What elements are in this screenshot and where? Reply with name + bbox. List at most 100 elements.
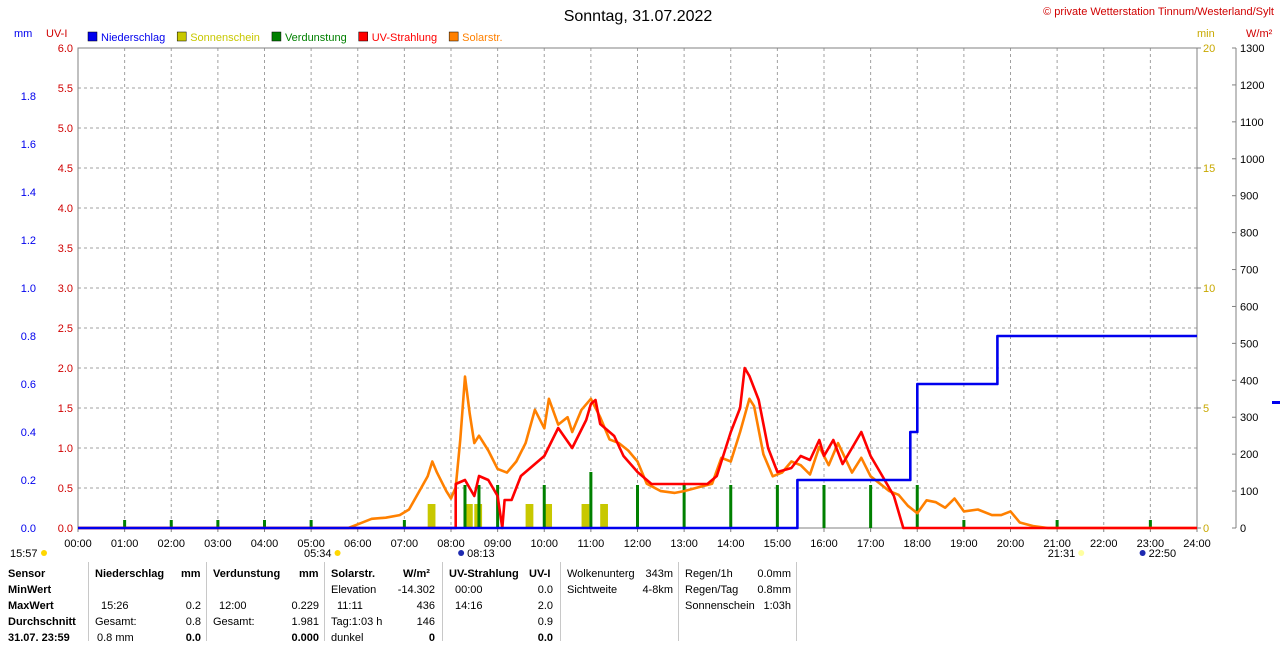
uv-tick-label: 0.5	[58, 483, 73, 495]
x-tick-label: 07:00	[391, 538, 419, 550]
evaporation-bar	[169, 520, 173, 528]
stats-verdunstung-column: Verdunstung mm 12:00 0.229 Gesamt: 1.981…	[206, 562, 325, 644]
evaporation-bar	[636, 485, 639, 528]
evaporation-bar	[309, 520, 313, 528]
x-tick-label: 23:00	[1137, 538, 1165, 550]
legend-label: UV-Strahlung	[372, 32, 437, 44]
unit-mm: mm	[14, 28, 32, 40]
verdunstung-max-time: 12:00	[219, 600, 247, 612]
min-tick-label: 10	[1203, 283, 1215, 295]
time-marker-label: 08:13	[467, 548, 495, 560]
unit-uv: UV-I	[46, 28, 67, 40]
uv-tick-label: 6.0	[58, 43, 73, 55]
marker-dot-icon	[458, 550, 465, 556]
legend-label: Solarstr.	[462, 32, 502, 44]
cloud-base-value: 343m	[645, 568, 673, 580]
legend-label: Verdunstung	[285, 32, 347, 44]
stats-uv-column: UV-Strahlung UV-I 00:00 0.0 14:16 2.0 0.…	[442, 562, 561, 644]
x-tick-label: 20:00	[997, 538, 1025, 550]
mm-tick-label: 1.2	[21, 235, 36, 247]
stats-avg-label: Durchschnitt	[8, 616, 76, 628]
marker-dot-icon	[1078, 550, 1085, 556]
uv-tick-label: 3.0	[58, 283, 73, 295]
moon-icon	[41, 550, 47, 556]
evaporation-bar	[682, 485, 686, 528]
mm-tick-label: 0.2	[21, 475, 36, 487]
rain-day-label: Regen/Tag	[685, 584, 739, 596]
min-tick-label: 5	[1203, 403, 1209, 415]
x-tick-label: 10:00	[530, 538, 558, 550]
niederschlag-total-label: Gesamt:	[95, 616, 137, 628]
x-tick-label: 02:00	[157, 538, 185, 550]
time-marker-label: 05:34	[304, 548, 332, 560]
min-tick-label: 0	[1203, 523, 1209, 535]
verdunstung-header: Verdunstung	[213, 568, 281, 580]
mm-tick-label: 0.0	[21, 523, 36, 535]
sunshine-bar	[525, 504, 534, 528]
niederschlag-unit: mm	[181, 568, 201, 580]
x-tick-label: 06:00	[344, 538, 372, 550]
verdunstung-max-value: 0.229	[291, 600, 319, 612]
evaporation-bar	[463, 485, 467, 528]
niederschlag-max-value: 0.2	[185, 600, 201, 612]
chart-title: Sonntag, 31.07.2022	[564, 8, 713, 25]
mm-tick-label: 1.6	[21, 139, 36, 151]
uv-header: UV-Strahlung	[449, 568, 519, 580]
x-tick-label: 24:00	[1183, 538, 1211, 550]
evaporation-bar	[869, 485, 873, 528]
legend-label: Niederschlag	[101, 32, 165, 44]
evaporation-bar	[915, 485, 919, 528]
x-tick-label: 09:00	[484, 538, 512, 550]
marker-dot-icon	[334, 550, 341, 556]
evaporation-bar	[962, 520, 966, 528]
legend-swatch	[87, 31, 98, 42]
x-tick-label: 08:00	[437, 538, 465, 550]
uv-unit: UV-I	[529, 568, 551, 580]
x-tick-label: 18:00	[903, 538, 931, 550]
x-tick-label: 03:00	[204, 538, 232, 550]
stats-wolken-column: Wolkenunterg 343m Sichtweite 4-8km	[560, 562, 679, 641]
wm2-tick-label: 1000	[1240, 154, 1264, 166]
x-tick-label: 17:00	[857, 538, 885, 550]
copyright-label: © private Wetterstation Tinnum/Westerlan…	[1043, 6, 1274, 18]
niederschlag-header: Niederschlag	[95, 568, 165, 580]
verdunstung-total-label: Gesamt:	[213, 616, 255, 628]
right-edge-marker	[1272, 401, 1280, 404]
x-tick-label: 16:00	[810, 538, 838, 550]
unit-wm2: W/m²	[1246, 28, 1273, 40]
sunshine-bar	[427, 504, 436, 528]
wm2-tick-label: 200	[1240, 449, 1258, 461]
x-tick-label: 15:00	[764, 538, 792, 550]
weather-chart: 00:00 01:00 02:00 03:00 04:00 05:00 06:00 07:00…	[10, 6, 1280, 560]
uv-tick-label: 2.5	[58, 323, 73, 335]
uv-tick-label: 4.5	[58, 163, 73, 175]
stats-sensor-column: Sensor MinWert MaxWert Durchschnitt 31.0…	[0, 562, 88, 644]
evaporation-bar	[589, 472, 593, 528]
wm2-tick-label: 0	[1240, 523, 1246, 535]
stats-panel: Sensor MinWert MaxWert Durchschnitt 31.0…	[0, 562, 1280, 644]
solar-unit: W/m²	[403, 568, 430, 580]
wm2-tick-label: 1100	[1240, 117, 1264, 129]
sunshine-bar	[581, 504, 590, 528]
uv-min-value: 0.0	[537, 584, 553, 596]
solar-elevation-label: Elevation	[331, 584, 377, 596]
min-tick-label: 20	[1203, 43, 1215, 55]
wm2-tick-label: 100	[1240, 486, 1258, 498]
evaporation-bar	[402, 520, 406, 528]
sunshine-value: 1:03h	[763, 600, 791, 612]
wm2-tick-label: 800	[1240, 228, 1258, 240]
stats-niederschlag-column: Niederschlag mm 15:26 0.2 Gesamt: 0.8 0.…	[88, 562, 207, 644]
evaporation-bar	[496, 485, 500, 528]
wm2-tick-label: 500	[1240, 338, 1258, 350]
x-tick-label: 11:00	[578, 538, 605, 550]
cloud-base-label: Wolkenunterg	[567, 568, 635, 580]
stats-max-label: MaxWert	[8, 600, 54, 612]
x-tick-label: 21:00	[1043, 538, 1071, 550]
solar-elevation-value: -14.302	[397, 584, 435, 596]
verdunstung-total-value: 1.981	[291, 616, 319, 628]
mm-tick-label: 1.8	[21, 91, 36, 103]
uv-last-value: 0.0	[537, 632, 553, 644]
verdunstung-unit: mm	[299, 568, 319, 580]
evaporation-bar	[263, 520, 266, 528]
uv-tick-label: 5.5	[58, 83, 73, 95]
